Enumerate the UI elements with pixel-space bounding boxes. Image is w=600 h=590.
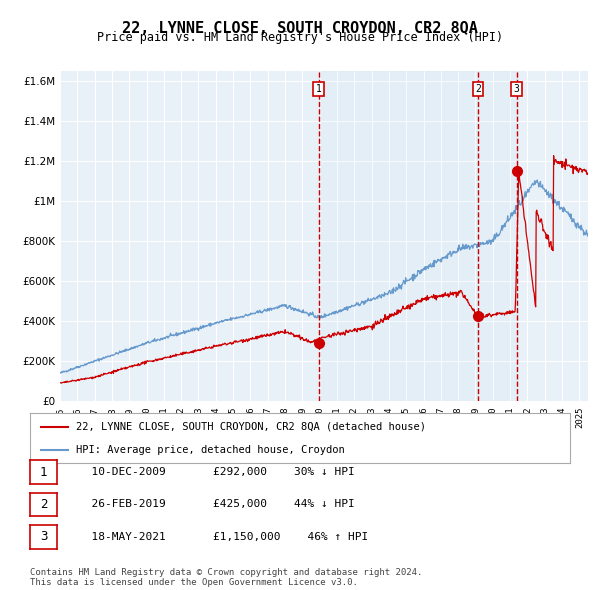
Text: 2: 2 — [40, 498, 47, 511]
Text: HPI: Average price, detached house, Croydon: HPI: Average price, detached house, Croy… — [76, 445, 344, 455]
Text: 3: 3 — [514, 84, 520, 94]
Text: Contains HM Land Registry data © Crown copyright and database right 2024.
This d: Contains HM Land Registry data © Crown c… — [30, 568, 422, 587]
Text: 2: 2 — [475, 84, 481, 94]
Text: 3: 3 — [40, 530, 47, 543]
Text: 22, LYNNE CLOSE, SOUTH CROYDON, CR2 8QA: 22, LYNNE CLOSE, SOUTH CROYDON, CR2 8QA — [122, 21, 478, 35]
Text: 22, LYNNE CLOSE, SOUTH CROYDON, CR2 8QA (detached house): 22, LYNNE CLOSE, SOUTH CROYDON, CR2 8QA … — [76, 421, 426, 431]
Text: 18-MAY-2021       £1,150,000    46% ↑ HPI: 18-MAY-2021 £1,150,000 46% ↑ HPI — [78, 532, 368, 542]
Text: 26-FEB-2019       £425,000    44% ↓ HPI: 26-FEB-2019 £425,000 44% ↓ HPI — [78, 500, 355, 509]
Text: 1: 1 — [40, 466, 47, 478]
Text: 1: 1 — [316, 84, 322, 94]
Text: Price paid vs. HM Land Registry's House Price Index (HPI): Price paid vs. HM Land Registry's House … — [97, 31, 503, 44]
Bar — [319, 71, 517, 401]
Text: 10-DEC-2009       £292,000    30% ↓ HPI: 10-DEC-2009 £292,000 30% ↓ HPI — [78, 467, 355, 477]
